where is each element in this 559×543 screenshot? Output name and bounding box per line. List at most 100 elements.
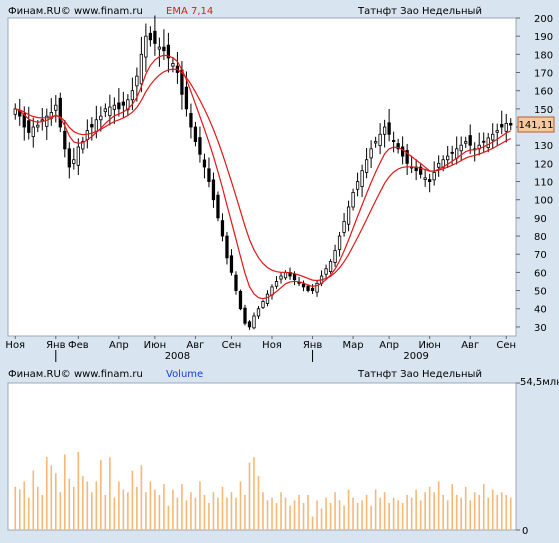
price-y-tick-label: 150 (534, 105, 553, 116)
candle-body (396, 143, 400, 150)
price-x-tick-label: Сен (222, 340, 242, 351)
price-year-label: 2009 (403, 351, 428, 362)
candle-body (112, 104, 116, 110)
candle-body (58, 97, 62, 128)
candle-body (193, 126, 198, 142)
candle-body (108, 106, 112, 117)
candle-body (202, 159, 207, 168)
volume-zero-label: 0 (522, 526, 528, 537)
price-y-tick-label: 50 (534, 287, 547, 298)
ema-14-line (15, 68, 511, 282)
volume-indicator-label: Volume (166, 369, 204, 380)
price-year-label: 2008 (165, 351, 190, 362)
candle-body (351, 192, 355, 208)
candle-body (234, 274, 238, 291)
candle-body (198, 137, 202, 155)
candle-body (207, 168, 211, 182)
candle-body (419, 166, 423, 175)
candle-body (500, 123, 504, 128)
candle-body (126, 99, 130, 111)
candle-body (256, 308, 261, 317)
candle-body (36, 124, 40, 128)
price-x-tick-label: Июн (418, 340, 440, 351)
candle-body (423, 177, 427, 180)
candle-body (306, 285, 310, 291)
price-y-tick-label: 30 (534, 323, 547, 334)
candle-body (333, 250, 337, 263)
candle-body (220, 220, 225, 237)
candle-body (189, 113, 193, 128)
candle-body (405, 150, 409, 164)
price-x-tick-label: Мар (343, 340, 364, 351)
candle-body (509, 122, 513, 126)
price-y-tick-label: 70 (534, 250, 547, 261)
candle-body (166, 44, 171, 59)
candle-body (247, 321, 252, 328)
candle-body (378, 133, 382, 146)
candle-body (31, 126, 35, 138)
candle-body (76, 146, 80, 166)
candle-body (459, 144, 463, 152)
candle-body (94, 119, 98, 132)
candle-body (482, 140, 486, 143)
price-x-tick-label: Сен (496, 340, 516, 351)
price-x-tick-label: Янв (46, 340, 65, 351)
candle-body (13, 108, 17, 115)
candle-body (261, 301, 265, 308)
candle-body (90, 123, 94, 128)
candle-body (148, 32, 153, 41)
candle-body (103, 108, 107, 113)
price-x-tick-label: Апр (109, 340, 129, 351)
price-y-tick-label: 100 (534, 196, 553, 207)
volume-y-axis: 54,5млн. 0 (516, 377, 559, 537)
price-x-tick-label: Авг (186, 340, 204, 351)
candle-body (355, 181, 360, 190)
price-y-tick-label: 160 (534, 87, 553, 98)
candle-body (121, 101, 125, 106)
price-y-tick-label: 180 (534, 50, 553, 61)
candle-body (369, 148, 373, 159)
candle-body (373, 141, 378, 144)
price-x-tick-label: Авг (461, 340, 479, 351)
volume-plot-area (7, 382, 517, 531)
candle-body (153, 30, 157, 44)
candle-body (229, 255, 234, 273)
candle-body (274, 281, 279, 287)
price-instrument-label: Татнфт Зао Недельный (358, 6, 482, 17)
candle-body (157, 46, 162, 50)
ema-indicator-label: EMA 7,14 (166, 6, 214, 17)
candle-body (40, 119, 44, 122)
candle-body (364, 159, 369, 173)
candle-body (63, 130, 67, 150)
candle-body (324, 268, 328, 275)
candle-body (387, 122, 391, 135)
candle-body (184, 86, 189, 110)
volume-instrument-label: Татнфт Зао Недельный (358, 369, 482, 380)
candle-body (81, 141, 85, 150)
volume-source-label: Финам.RU© www.finam.ru (8, 369, 143, 380)
candle-body (382, 126, 387, 135)
price-y-tick-label: 80 (534, 232, 547, 243)
price-x-tick-label: Ноя (262, 340, 282, 351)
price-x-tick-label: Янв (303, 340, 322, 351)
candle-body (162, 46, 166, 52)
price-y-tick-label: 170 (534, 69, 553, 80)
candle-body (135, 75, 139, 87)
candle-body (342, 221, 346, 233)
price-y-tick-label: 110 (534, 178, 553, 189)
price-x-axis: Ноя Янв Фев Апр Июн Авг Сен Ноя Янв Мар Апр Июн Авг С… (5, 336, 516, 362)
candle-body (337, 235, 342, 250)
candle-body (437, 162, 441, 168)
price-x-tick-label: Фев (68, 340, 89, 351)
candle-body (346, 206, 351, 225)
candle-body (27, 120, 31, 133)
price-y-tick-label: 190 (534, 32, 553, 43)
price-y-tick-label: 40 (534, 305, 547, 316)
candle-body (391, 140, 396, 142)
candle-body (401, 146, 405, 157)
price-y-tick-label: 200 (534, 14, 553, 25)
candle-body (139, 53, 144, 85)
last-price-marker: 141,11 (517, 116, 555, 133)
candle-body (328, 261, 333, 272)
candle-body (279, 275, 283, 280)
